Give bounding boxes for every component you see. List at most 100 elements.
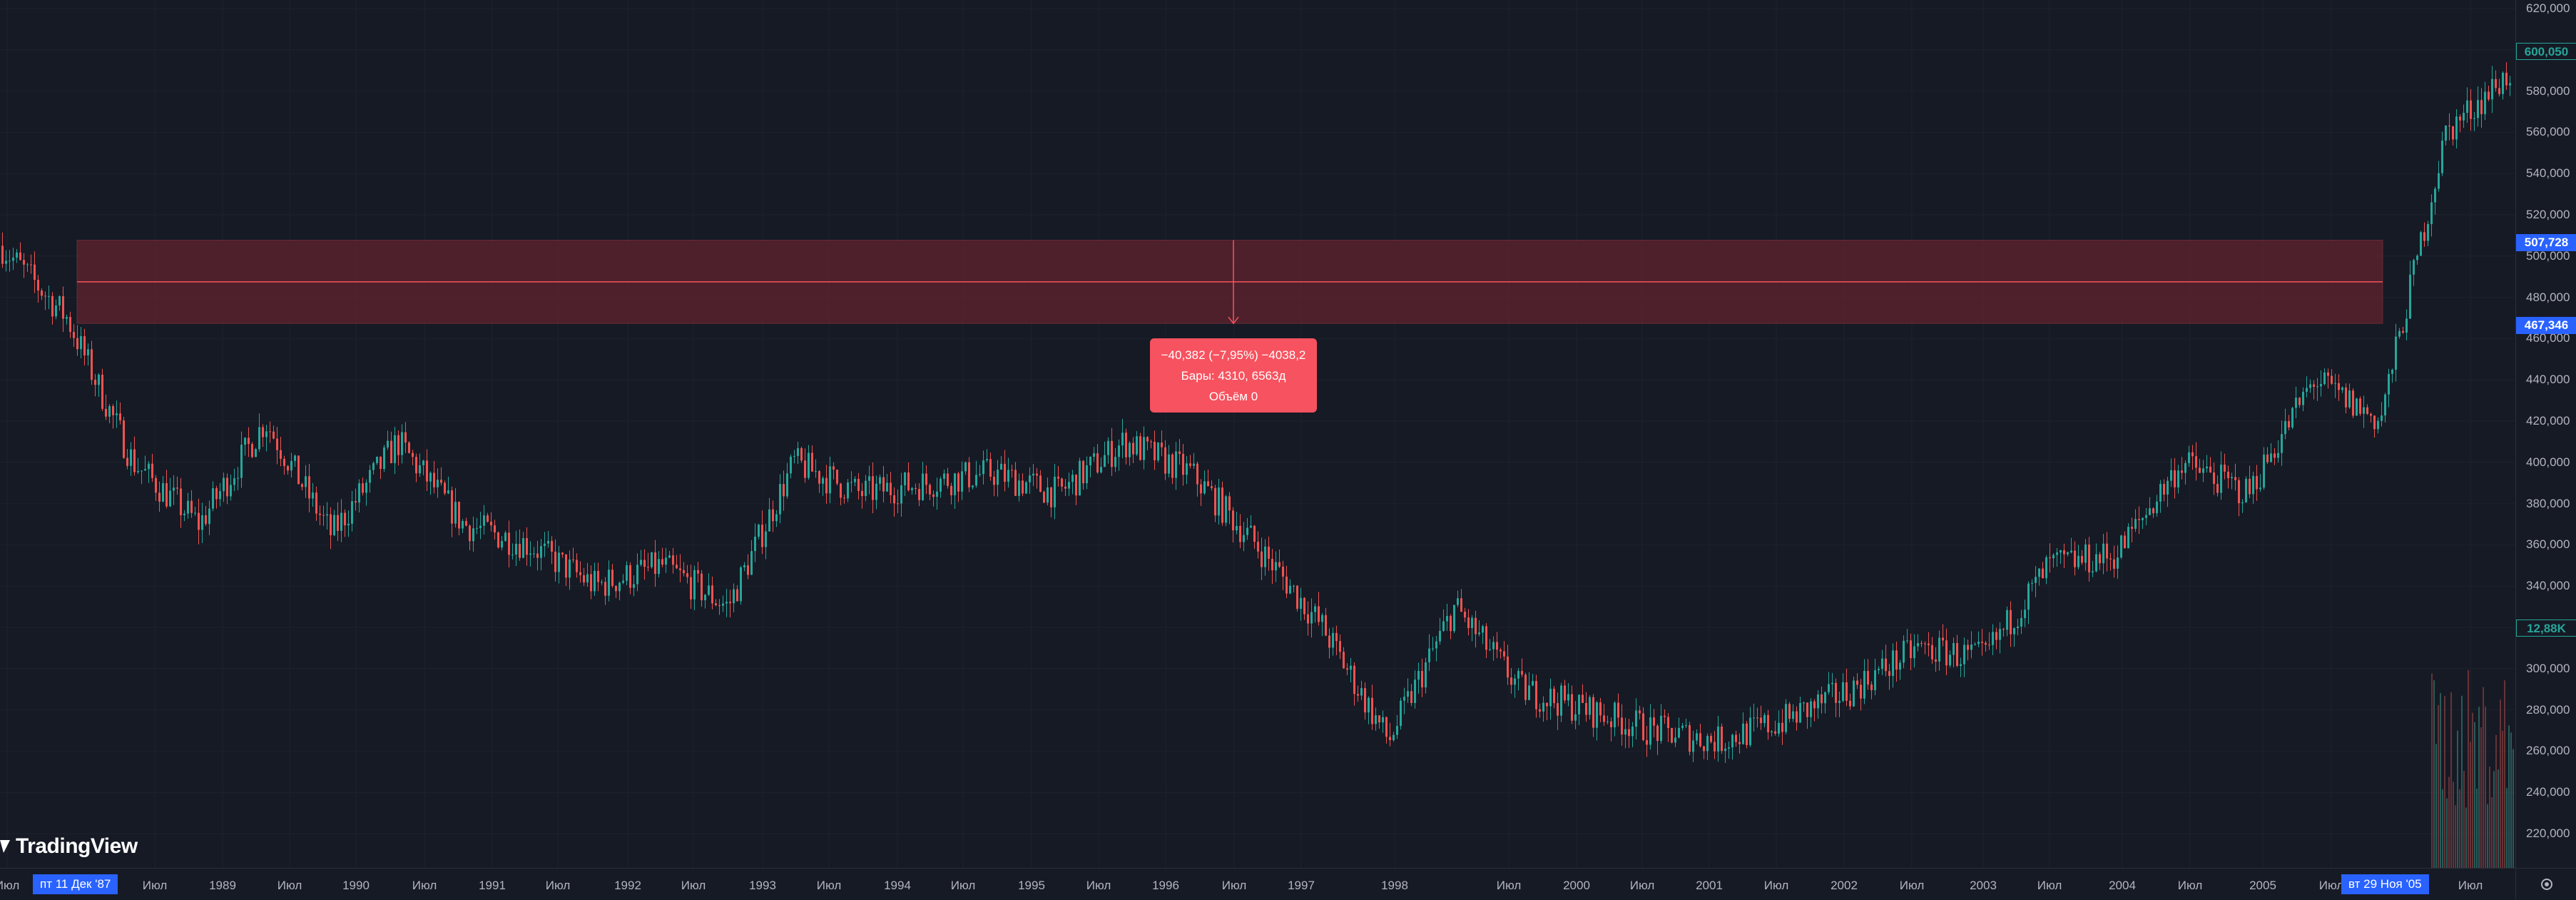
candle-body (711, 585, 713, 604)
candle-body (326, 514, 328, 516)
candle-body (319, 513, 321, 515)
candle-body (1560, 685, 1562, 716)
volume-bar (2508, 725, 2510, 868)
candle-body (1557, 703, 1559, 716)
candle-body (1574, 714, 1577, 721)
candle-body (940, 478, 942, 492)
candle-body (629, 565, 631, 588)
time-label: Июл (1496, 879, 1522, 892)
candle-body (1781, 722, 1783, 732)
measure-change: −40,382 (−7,95%) −4038,2 (1161, 348, 1306, 362)
price-label: 560,000 (2526, 125, 2570, 139)
candle-body (2106, 543, 2108, 559)
candle-body (2020, 618, 2022, 627)
time-label: 1991 (479, 879, 506, 892)
candle-body (1268, 546, 1270, 559)
candle-body (1236, 525, 1238, 531)
candle-body (1307, 614, 1309, 624)
tradingview-logo[interactable]: TradingView (0, 832, 138, 861)
candle-body (1207, 481, 1209, 487)
volume-bar (2476, 788, 2478, 868)
candle-body (932, 494, 935, 497)
chart-area[interactable]: −40,382 (−7,95%) −4038,2 Бары: 4310, 656… (0, 0, 2515, 868)
candle-body (2495, 79, 2497, 89)
candle-body (1261, 551, 1263, 567)
candle-body (444, 482, 446, 494)
logo-text: TradingView (16, 834, 138, 858)
volume-bar (2478, 707, 2480, 868)
volume-bar (2438, 704, 2439, 868)
volume-bar (2487, 804, 2488, 868)
time-axis[interactable]: Июл Июл 1989 Июл 1990 Июл 1991 Июл 1992 Июл 1993 Ию… (0, 868, 2515, 900)
price-scale[interactable]: 620,000600,000580,000560,000540,000520,0… (2515, 0, 2576, 868)
time-label: 1997 (1288, 879, 1315, 892)
candle-body (1945, 640, 1948, 666)
candle-body (462, 520, 464, 529)
candle-body (957, 473, 959, 492)
candle-body (975, 475, 977, 486)
volume-bar (2502, 731, 2503, 868)
candle-body (212, 488, 214, 509)
candle-body (2323, 372, 2326, 385)
candle-body (1931, 644, 1933, 659)
candle-body (119, 413, 121, 421)
candle-body (501, 540, 503, 548)
candle-body (722, 603, 724, 606)
candle-body (1275, 562, 1277, 571)
candle-body (419, 465, 421, 474)
chart-settings-corner[interactable] (2515, 868, 2576, 900)
candle-body (1935, 659, 1937, 662)
candle-body (2134, 519, 2137, 529)
candle-body (779, 484, 781, 515)
candle-body (2124, 535, 2126, 549)
candle-body (950, 485, 952, 496)
volume-bar (2433, 679, 2435, 868)
price-label: 380,000 (2526, 496, 2570, 510)
candle-body (2206, 466, 2208, 469)
candle-body (679, 568, 681, 570)
candle-body (1760, 717, 1762, 724)
settings-icon[interactable] (2540, 879, 2552, 890)
candle-body (1032, 473, 1034, 476)
candle-body (2277, 452, 2279, 458)
candle-body (1749, 717, 1751, 745)
candle-body (882, 477, 885, 492)
candle-body (2081, 555, 2083, 563)
candle-body (1592, 697, 1594, 728)
candle-body (943, 473, 945, 479)
volume-bar (2457, 730, 2458, 868)
candle-body (66, 317, 68, 319)
candle-body (2505, 72, 2508, 86)
candle-body (2017, 626, 2019, 629)
candle-body (1114, 457, 1116, 467)
candle-body (2184, 462, 2186, 473)
candle-body (2373, 415, 2376, 430)
candle-body (1157, 443, 1159, 461)
candle-body (2149, 508, 2151, 515)
candle-body (2391, 370, 2393, 374)
candle-body (536, 553, 539, 558)
candle-body (1856, 680, 1858, 685)
candle-body (358, 483, 360, 503)
candle-body (1439, 630, 1441, 642)
candle-body (693, 570, 696, 600)
candle-body (1920, 643, 1923, 644)
candle-body (1635, 710, 1637, 727)
candle-body (1171, 454, 1174, 478)
candle-body (1610, 721, 1612, 728)
candle-body (544, 543, 546, 547)
candle-body (1257, 542, 1259, 552)
candle-body (786, 473, 788, 497)
time-label: Июл (1763, 879, 1789, 892)
candle-body (654, 552, 656, 575)
candle-body (2502, 72, 2504, 94)
price-chart[interactable] (0, 0, 2515, 868)
candle-body (811, 452, 813, 472)
candle-body (808, 452, 810, 478)
candle-body (108, 406, 111, 417)
candle-body (2463, 113, 2465, 121)
candle-body (2455, 116, 2458, 140)
candle-body (1371, 697, 1373, 724)
candle-body (2466, 100, 2468, 113)
candle-body (1496, 642, 1498, 650)
